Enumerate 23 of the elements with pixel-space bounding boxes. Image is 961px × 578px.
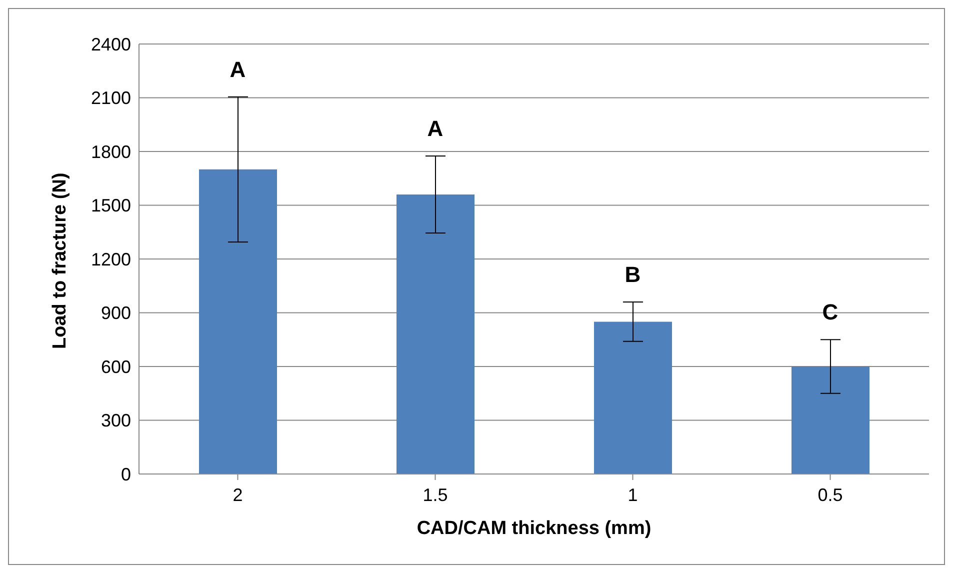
annotation: C bbox=[822, 300, 838, 325]
annotation: B bbox=[624, 262, 641, 287]
y-tick-label: 1800 bbox=[90, 142, 131, 162]
annotation: A bbox=[230, 56, 246, 82]
bar bbox=[199, 169, 277, 474]
bar bbox=[594, 322, 672, 474]
y-axis-title: Load to fracture (N) bbox=[50, 172, 71, 349]
y-tick-label: 1500 bbox=[90, 196, 131, 216]
bar bbox=[396, 194, 474, 474]
y-tick-label: 1200 bbox=[90, 249, 131, 270]
bar bbox=[792, 366, 870, 474]
y-tick-label: 0 bbox=[120, 464, 131, 484]
y-tick-label: 2400 bbox=[90, 34, 131, 54]
y-tick-label: 300 bbox=[100, 410, 131, 431]
x-tick-label: 1 bbox=[628, 484, 638, 505]
y-tick-label: 900 bbox=[100, 303, 131, 324]
x-tick-label: 0.5 bbox=[818, 484, 843, 505]
x-axis-title: CAD/CAM thickness (mm) bbox=[416, 518, 652, 539]
annotation: A bbox=[427, 116, 444, 141]
y-tick-label: 600 bbox=[100, 356, 131, 377]
y-tick-label: 2100 bbox=[90, 88, 131, 108]
x-tick-label: 1.5 bbox=[422, 484, 448, 505]
x-tick-label: 2 bbox=[232, 484, 243, 505]
